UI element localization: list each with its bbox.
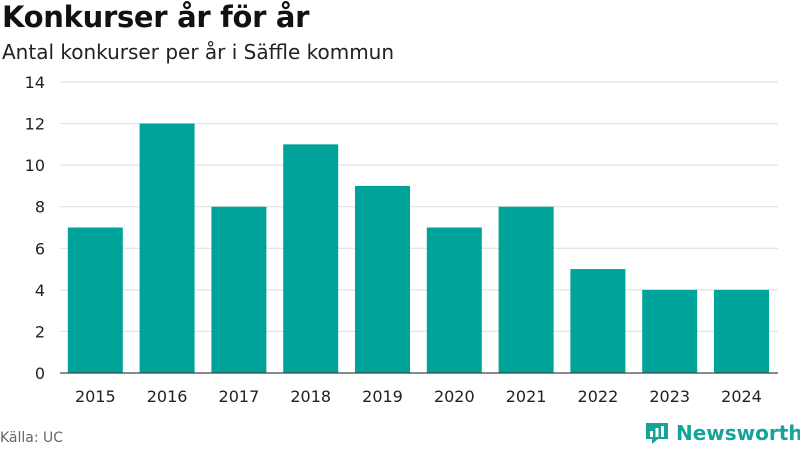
y-tick-label: 0 (35, 364, 45, 383)
newsworthy-logo-icon (646, 423, 668, 444)
x-tick-label: 2021 (506, 387, 547, 406)
x-tick-label: 2015 (75, 387, 116, 406)
x-tick-label: 2024 (721, 387, 762, 406)
bar (211, 206, 267, 373)
bar (642, 289, 698, 373)
y-tick-label: 8 (35, 198, 45, 217)
x-tick-label: 2019 (362, 387, 403, 406)
x-tick-label: 2018 (290, 387, 331, 406)
y-tick-label: 12 (25, 115, 45, 134)
chart-title: Konkurser år för år (2, 0, 310, 34)
chart-subtitle: Antal konkurser per år i Säffle kommun (2, 40, 395, 64)
bar (498, 206, 554, 373)
brand-name: Newsworthy (676, 421, 800, 445)
bar (570, 269, 626, 373)
bar (426, 227, 482, 373)
x-tick-label: 2023 (649, 387, 690, 406)
y-tick-label: 6 (35, 239, 45, 258)
bar (139, 123, 195, 373)
y-tick-label: 4 (35, 281, 45, 300)
bar (714, 289, 769, 373)
x-tick-label: 2016 (147, 387, 188, 406)
bar (355, 185, 410, 373)
bar (283, 144, 339, 373)
y-tick-label: 2 (35, 322, 45, 341)
y-tick-label: 10 (25, 156, 45, 175)
source-note: Källa: UC (0, 430, 64, 446)
x-tick-label: 2022 (578, 387, 619, 406)
x-tick-label: 2017 (219, 387, 260, 406)
x-tick-label: 2020 (434, 387, 475, 406)
y-tick-label: 14 (25, 73, 45, 92)
bar (67, 227, 123, 373)
bar-chart: 0 2 4 6 8 10 12 14 2015 2016 2017 2018 2019 2020 2021 2… (25, 73, 778, 406)
brand-logo: Newsworthy (644, 420, 800, 446)
